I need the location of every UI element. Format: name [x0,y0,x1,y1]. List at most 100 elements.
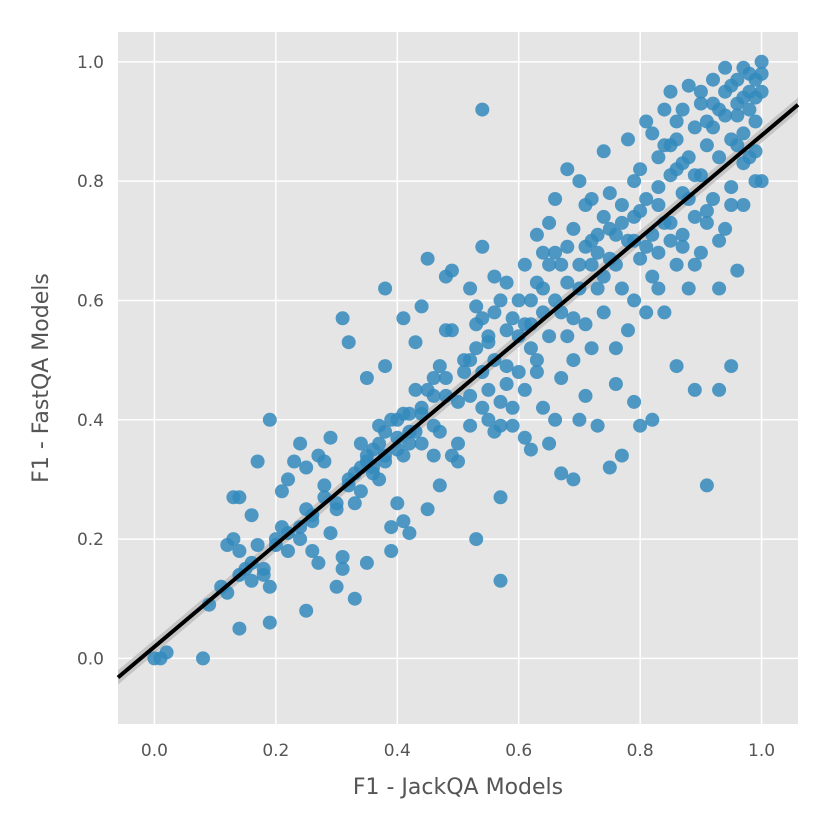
scatter-point [244,508,259,523]
regression-line [116,103,800,679]
scatter-point [627,394,642,409]
scatter-point [499,359,514,374]
scatter-point [481,412,496,427]
scatter-point [560,162,575,177]
scatter-point [408,382,423,397]
scatter-point [523,442,538,457]
scatter-point [736,198,751,212]
scatter-point [256,561,271,576]
scatter-point [718,84,733,99]
y-tick-label: 0.2 [77,530,104,550]
scatter-point [724,359,739,374]
scatter-point [566,472,581,487]
scatter-point [554,371,569,385]
x-tick-label: 0.0 [141,741,168,761]
scatter-point [232,621,247,636]
scatter-point [517,382,532,397]
scatter-point [505,311,520,326]
scatter-point [457,365,472,379]
scatter-point [614,215,629,230]
y-tick-label: 0.6 [77,291,104,311]
scatter-point [481,382,496,397]
scatter-point [414,436,429,451]
scatter-point [378,281,393,296]
scatter-point [596,209,611,224]
scatter-point [651,281,666,296]
scatter-point [529,365,544,379]
scatter-point [651,198,666,212]
scatter-point [742,66,757,81]
scatter-point [596,305,611,320]
scatter-point [608,227,623,242]
scatter-point [378,424,393,439]
scatter-point [730,108,745,123]
y-tick-labels: 0.0 0.2 0.4 0.6 0.8 1.0 [77,53,104,670]
scatter-point [687,257,702,272]
scatter-point [669,114,684,129]
scatter-point [614,281,629,296]
scatter-point [687,168,702,183]
scatter-point [590,418,605,433]
scatter-point [250,454,265,469]
scatter-point [384,544,399,558]
scatter-point [262,412,277,427]
scatter-point [627,174,642,189]
scatter-point [566,353,581,368]
scatter-point [366,466,380,481]
scatter-point [487,305,502,320]
scatter-point [681,281,696,296]
scatter-point [299,603,314,618]
scatter-point [426,371,441,385]
scatter-point [560,329,575,344]
scatter-point [359,555,374,570]
scatter-point [675,102,690,117]
scatter-point [657,102,672,117]
x-tick-label: 0.4 [384,741,411,761]
scatter-point [614,448,629,463]
scatter-point [432,424,447,439]
scatter-point [317,454,332,469]
scatter-point [408,335,423,350]
scatter-point [426,448,441,463]
scatter-point [590,281,605,296]
scatter-point [657,305,672,320]
scatter-point [548,412,563,427]
scatter-point [341,335,356,350]
scatter-point [432,359,447,374]
scatter-point [451,436,465,451]
scatter-point [353,484,368,499]
scatter-point [523,293,538,308]
scatter-point [669,257,684,272]
scatter-point [572,412,587,427]
scatter-point [469,299,484,314]
x-tick-label: 0.2 [262,741,289,761]
scatter-point [499,323,514,338]
y-axis-label: F1 - FastQA Models [29,273,54,483]
scatter-point [469,532,484,547]
scatter-point [274,484,289,499]
scatter-point [584,257,599,272]
scatter-point [281,544,295,558]
scatter-point [608,341,623,356]
scatter-point [463,353,478,368]
scatter-point [639,239,654,254]
scatter-point [663,233,678,248]
scatter-point [712,150,727,165]
scatter-point [639,114,654,129]
scatter-point [675,239,690,254]
scatter-point [621,132,635,147]
scatter-point [463,418,478,433]
scatter-point [633,251,648,266]
scatter-point [335,561,350,576]
scatter-point [493,293,508,308]
y-tick-label: 0.0 [77,649,104,669]
scatter-point [451,394,465,409]
scatter-point [402,406,417,421]
scatter-point [317,478,332,493]
scatter-point [554,257,569,272]
scatter-point [390,496,405,511]
scatter-point [372,436,387,451]
scatter-point [444,263,459,278]
scatter-point [426,388,441,403]
scatter-point [572,174,587,189]
